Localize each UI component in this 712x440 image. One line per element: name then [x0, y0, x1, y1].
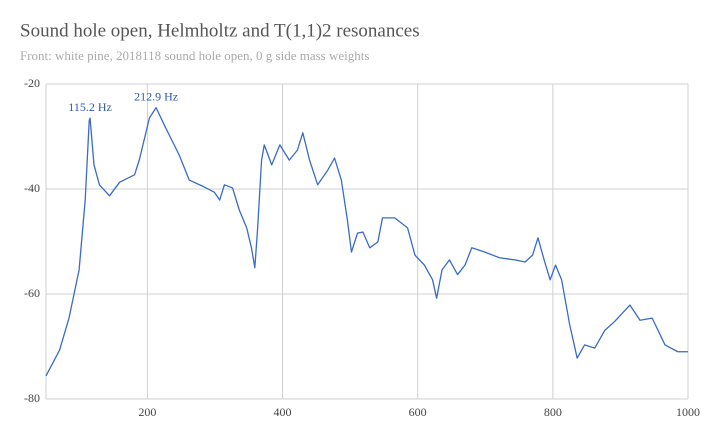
y-tick-label: -20: [24, 76, 40, 90]
line: [45, 106, 688, 377]
x-tick-label: 400: [274, 405, 292, 419]
chart-subtitle: Front: white pine, 2018118 sound hole op…: [20, 48, 369, 63]
y-tick-label: -40: [24, 181, 40, 195]
y-tick-label: -60: [24, 286, 40, 300]
x-tick-label: 200: [138, 405, 156, 419]
annotation: 115.2 Hz: [68, 100, 112, 114]
x-tick-label: 800: [544, 405, 562, 419]
annotation: 212.9 Hz: [134, 89, 178, 103]
x-tick-label: 1000: [676, 405, 700, 419]
chart-title: Sound hole open, Helmholtz and T(1,1)2 r…: [20, 20, 420, 41]
y-tick-label: -80: [24, 391, 40, 405]
x-tick-label: 600: [409, 405, 427, 419]
